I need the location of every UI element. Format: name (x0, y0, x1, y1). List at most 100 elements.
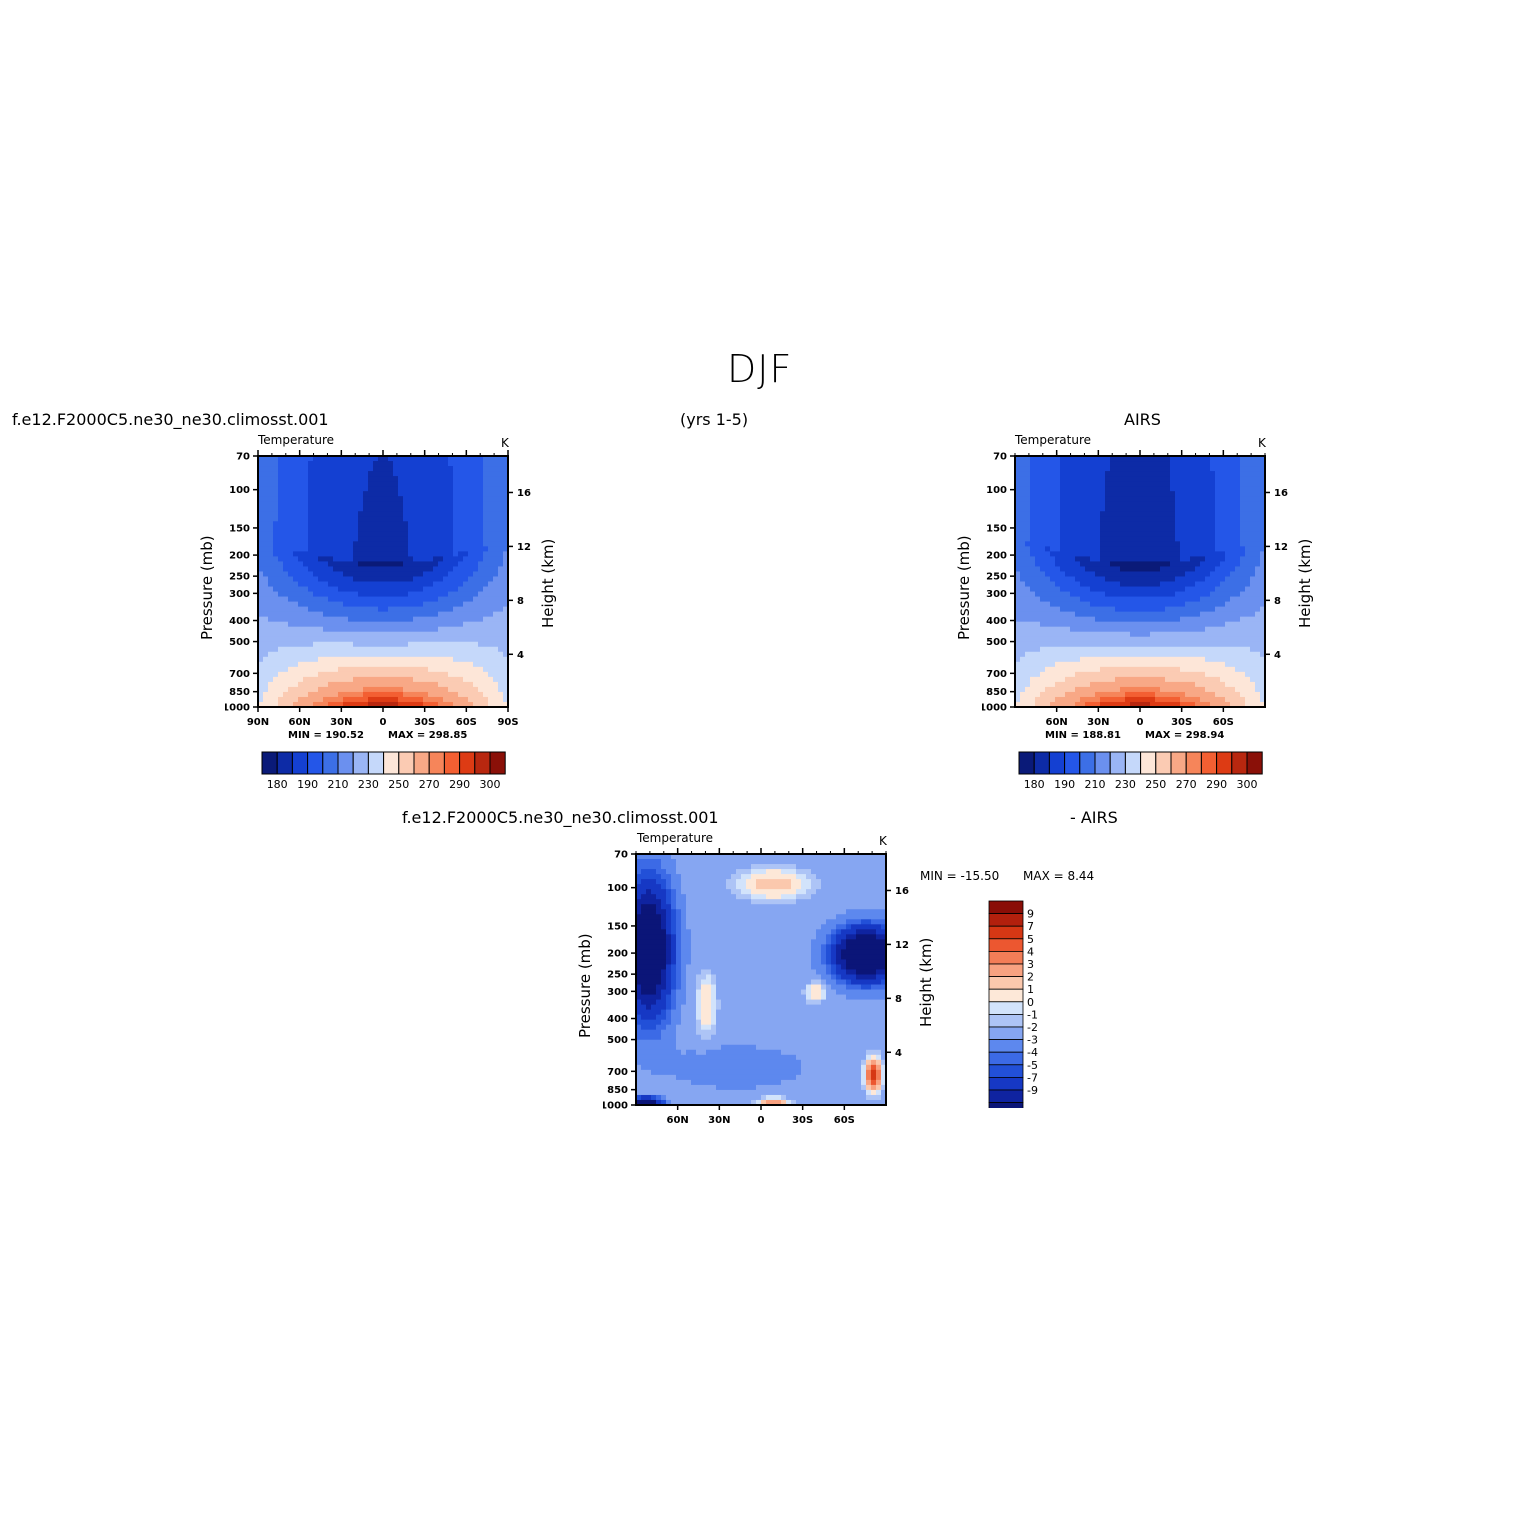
obs-cell (1050, 461, 1056, 467)
obs-cell (1185, 651, 1191, 658)
model-cell (268, 686, 274, 693)
model-cell (368, 461, 374, 467)
model-cell (473, 541, 479, 547)
obs-cell (1205, 651, 1211, 658)
obs-cell (1210, 611, 1216, 618)
obs-cell (1185, 656, 1191, 663)
model-cell (408, 631, 414, 638)
model-cell (348, 611, 354, 618)
model-cell (368, 641, 374, 648)
model-cell (473, 651, 479, 658)
model-cell (463, 661, 469, 668)
model-cell (393, 691, 399, 698)
model-cell (448, 476, 454, 482)
obs-cell (1110, 646, 1116, 653)
obs-cell (1155, 591, 1161, 598)
model-cell (403, 601, 409, 608)
model-cell (478, 661, 484, 668)
model-cell (403, 541, 409, 547)
obs-cell (1110, 601, 1116, 608)
obs-cell (1160, 486, 1166, 492)
obs-cell (1145, 476, 1151, 482)
obs-cell (1150, 691, 1156, 698)
model-cell (448, 666, 454, 673)
model-cell (338, 661, 344, 668)
model-cell (278, 541, 284, 547)
model-cell (403, 626, 409, 633)
model-cell (383, 456, 389, 462)
model-cell (368, 516, 374, 522)
model-cell (483, 661, 489, 668)
obs-cell (1165, 481, 1171, 487)
obs-cell (1105, 621, 1111, 628)
obs-cell (1035, 531, 1041, 537)
model-cell (378, 536, 384, 542)
obs-cell (1120, 606, 1126, 613)
obs-cell (1055, 691, 1061, 698)
obs-cell (1120, 626, 1126, 633)
model-cell (448, 616, 454, 623)
model-cell (433, 536, 439, 542)
obs-cell (1230, 641, 1236, 648)
obs-cell (1250, 556, 1256, 563)
obs-cell (1190, 691, 1196, 698)
model-cell (338, 566, 344, 573)
model-colorbar-box (398, 751, 415, 775)
model-cell (388, 496, 394, 502)
model-cell (293, 526, 299, 532)
obs-cell (1200, 656, 1206, 663)
obs-cell (1120, 581, 1126, 588)
model-cell (423, 696, 429, 703)
model-cell (483, 481, 489, 487)
model-cell (488, 681, 494, 688)
model-cell (318, 476, 324, 482)
obs-cell (1195, 521, 1201, 527)
model-cell (388, 506, 394, 512)
model-cell (493, 541, 499, 547)
obs-cell (1055, 661, 1061, 668)
model-cell (418, 681, 424, 688)
model-cell (258, 506, 264, 512)
obs-cell (1135, 516, 1141, 522)
obs-cell (1045, 586, 1051, 593)
obs-cell (1050, 491, 1056, 497)
obs-cell (1205, 456, 1211, 462)
obs-cell (1140, 691, 1146, 698)
obs-cell (1110, 661, 1116, 668)
obs-cell (1135, 496, 1141, 502)
model-cell (413, 691, 419, 698)
obs-cell (1015, 506, 1021, 512)
obs-cell (1080, 516, 1086, 522)
model-cell (268, 691, 274, 698)
model-cell (413, 656, 419, 663)
obs-cell (1060, 596, 1066, 603)
obs-cell (1150, 596, 1156, 603)
model-cell (378, 581, 384, 588)
model-cell (283, 661, 289, 668)
model-cell (263, 471, 269, 477)
model-cell (313, 546, 319, 552)
obs-cell (1065, 566, 1071, 573)
model-cell (468, 626, 474, 633)
model-cell (368, 566, 374, 573)
obs-cell (1075, 576, 1081, 583)
obs-cell (1195, 636, 1201, 643)
model-cell (468, 516, 474, 522)
obs-cell (1085, 536, 1091, 542)
model-cell (503, 701, 509, 708)
model-cell (348, 531, 354, 537)
model-cell (478, 656, 484, 663)
model-cell (413, 636, 419, 643)
model-cell (368, 581, 374, 588)
obs-cell (1095, 631, 1101, 638)
model-cell (428, 536, 434, 542)
model-cell (363, 626, 369, 633)
model-cell (418, 586, 424, 593)
model-cell (268, 546, 274, 552)
model-cell (378, 541, 384, 547)
model-cell (358, 576, 364, 583)
model-cell (468, 511, 474, 517)
obs-cell (1145, 541, 1151, 547)
model-cell (463, 566, 469, 573)
obs-cell (1040, 511, 1046, 517)
